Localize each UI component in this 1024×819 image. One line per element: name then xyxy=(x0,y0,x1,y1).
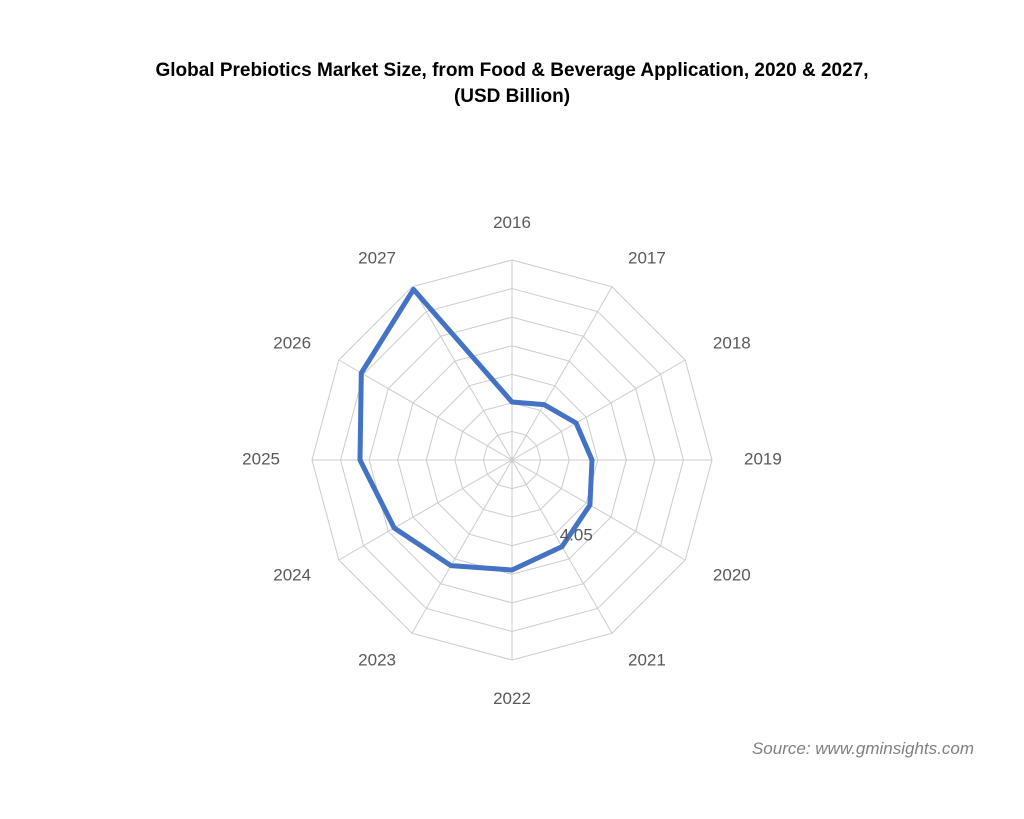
radar-axis-label: 2020 xyxy=(713,565,751,584)
radar-axis-label: 2026 xyxy=(273,333,311,352)
radar-axis-label: 2021 xyxy=(628,650,666,669)
radar-data-label: 4.05 xyxy=(560,525,593,544)
source-citation: Source: www.gminsights.com xyxy=(752,739,974,759)
radar-axis-label: 2016 xyxy=(493,213,531,232)
radar-series-line xyxy=(360,289,592,570)
chart-title: Global Prebiotics Market Size, from Food… xyxy=(0,58,1024,109)
radar-chart: 2016 2017 2018 2019 2020 2021 2022 2023 2024 2025… xyxy=(162,150,862,750)
radar-axis-label: 2025 xyxy=(242,449,280,468)
radar-axis-label: 2022 xyxy=(493,689,531,708)
radar-axis-label: 2018 xyxy=(713,333,751,352)
radar-axis-label: 2024 xyxy=(273,565,311,584)
chart-title-line1: Global Prebiotics Market Size, from Food… xyxy=(155,60,868,81)
radar-axis-label: 2019 xyxy=(744,449,782,468)
chart-title-line2: (USD Billion) xyxy=(454,86,570,107)
radar-axis-label: 2017 xyxy=(628,249,666,268)
radar-axis-label: 2027 xyxy=(358,249,396,268)
radar-axis-label: 2023 xyxy=(358,650,396,669)
